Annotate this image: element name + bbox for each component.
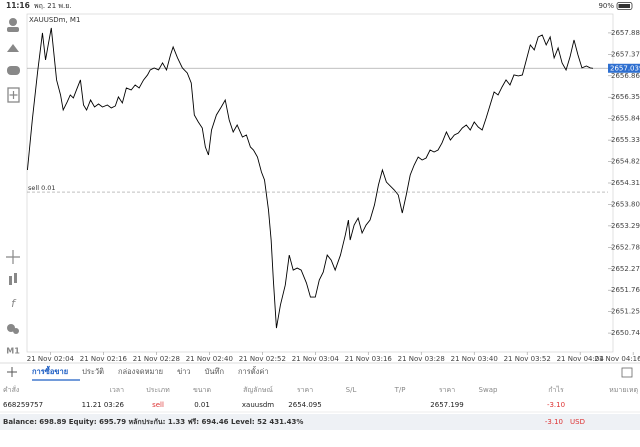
tab[interactable]: ข่าว bbox=[177, 367, 191, 376]
objects-icon-2 bbox=[13, 328, 19, 334]
x-tick-label: 21 Nov 03:52 bbox=[504, 355, 551, 363]
plus bbox=[9, 91, 18, 99]
y-tick-label: 2651.250 bbox=[611, 308, 640, 316]
column-header: T/P bbox=[394, 386, 406, 394]
table-cell: 668259757 bbox=[3, 401, 43, 409]
x-tick-label: 21 Nov 03:28 bbox=[398, 355, 445, 363]
x-tick-label: 21 Nov 02:28 bbox=[133, 355, 180, 363]
x-tick-label: 21 Nov 02:40 bbox=[186, 355, 233, 363]
order-label: sell 0.01 bbox=[28, 184, 56, 192]
x-tick-label: 21 Nov 03:16 bbox=[345, 355, 393, 363]
y-tick-label: 2654.310 bbox=[611, 179, 640, 187]
indicator-icon[interactable]: f bbox=[11, 297, 17, 310]
objects-icon[interactable] bbox=[7, 324, 15, 332]
battery-level bbox=[618, 4, 630, 8]
x-tick-label: 21 Nov 04:16 bbox=[594, 355, 640, 363]
column-header: ราคา bbox=[297, 386, 313, 394]
footer-bg bbox=[0, 414, 640, 430]
price-tag bbox=[608, 63, 640, 73]
crosshair-icon[interactable] bbox=[6, 250, 20, 264]
account-icon-body bbox=[7, 27, 19, 32]
x-tick-label: 21 Nov 02:52 bbox=[239, 355, 286, 363]
y-tick-label: 2655.330 bbox=[611, 136, 640, 144]
x-tick-label: 21 Nov 02:16 bbox=[80, 355, 128, 363]
new-order-icon[interactable] bbox=[7, 87, 20, 103]
candles-icon[interactable] bbox=[9, 276, 12, 285]
total-profit: -3.10 bbox=[545, 418, 563, 426]
price-tag-label: 2657.039 bbox=[610, 64, 640, 72]
chat-icon[interactable] bbox=[7, 66, 20, 75]
y-tick-label: 2653.800 bbox=[611, 200, 640, 208]
column-header: คำสั่ง bbox=[3, 385, 19, 394]
column-header: กำไร bbox=[548, 385, 564, 394]
symbol-title: XAUUSDm, M1 bbox=[29, 16, 80, 24]
y-tick-label: 2657.370 bbox=[611, 50, 640, 58]
table-cell: xauusdm bbox=[242, 401, 274, 409]
table-cell: 0.01 bbox=[194, 401, 210, 409]
column-header: สัญลักษณ์ bbox=[243, 386, 273, 394]
trade-icon[interactable] bbox=[7, 44, 19, 52]
y-tick-label: 2654.820 bbox=[611, 158, 640, 166]
clock: 11:16 bbox=[6, 1, 30, 10]
settings-icon[interactable] bbox=[621, 367, 633, 378]
column-header: ขนาด bbox=[193, 386, 211, 394]
y-tick-label: 2651.760 bbox=[611, 286, 640, 294]
y-tick-label: 2657.880 bbox=[611, 29, 640, 37]
price-line-series bbox=[26, 27, 594, 329]
column-header: เวลา bbox=[109, 386, 124, 394]
add-tab-icon[interactable] bbox=[7, 367, 17, 377]
tab[interactable]: การซื้อขาย bbox=[32, 365, 68, 376]
y-tick-label: 2652.270 bbox=[611, 265, 640, 273]
table-cell: 2654.095 bbox=[288, 401, 321, 409]
currency: USD bbox=[570, 418, 585, 426]
tab[interactable]: บันทึก bbox=[205, 367, 224, 376]
x-tick-label: 21 Nov 02:04 bbox=[27, 355, 75, 363]
tab[interactable]: การตั้งค่า bbox=[238, 366, 269, 376]
battery-text: 90% bbox=[598, 2, 614, 10]
column-header: ราคา bbox=[439, 386, 455, 394]
account-summary: Balance: 698.89 Equity: 695.79 หลักประกั… bbox=[3, 418, 303, 426]
date: พฤ. 21 พ.ย. bbox=[34, 2, 72, 10]
table-cell: sell bbox=[152, 401, 164, 409]
y-tick-label: 2650.740 bbox=[611, 329, 640, 337]
battery-icon bbox=[616, 2, 633, 10]
account-icon[interactable] bbox=[9, 18, 17, 26]
column-header: S/L bbox=[346, 386, 357, 394]
y-tick-label: 2656.860 bbox=[611, 72, 640, 80]
y-tick-label: 2652.780 bbox=[611, 243, 640, 251]
chart: XAUUSDm, M1 2657.880 2657.370 2656.860 2656.… bbox=[26, 13, 640, 363]
column-header: ประเภท bbox=[146, 386, 170, 394]
x-tick-label: 21 Nov 03:40 bbox=[451, 355, 498, 363]
table-cell: -3.10 bbox=[547, 401, 565, 409]
column-header: Swap bbox=[479, 386, 498, 394]
tab[interactable]: ประวัติ bbox=[82, 367, 104, 376]
y-tick-label: 2656.350 bbox=[611, 93, 640, 101]
candles-icon-2 bbox=[14, 273, 17, 283]
x-tick-label: 21 Nov 03:04 bbox=[292, 355, 340, 363]
y-tick-label: 2653.290 bbox=[611, 222, 640, 230]
plot-frame bbox=[26, 13, 614, 353]
y-tick-label: 2655.840 bbox=[611, 115, 640, 123]
x-tick-label: 21 Nov 04:04 bbox=[557, 355, 605, 363]
table-cell: 11.21 03:26 bbox=[82, 401, 125, 409]
left-toolbar: f bbox=[6, 18, 20, 334]
table-cell: 2657.199 bbox=[430, 401, 463, 409]
column-header: หมายเหตุ bbox=[609, 386, 638, 394]
timeframe-button[interactable]: M1 bbox=[6, 347, 20, 356]
positions-table: คำสั่ง เวลา ประเภท ขนาด สัญลักษณ์ ราคา S/L T/P ร… bbox=[0, 385, 640, 413]
tab[interactable]: กล่องจดหมาย bbox=[118, 367, 163, 376]
tab-bar: การซื้อขาย ประวัติ กล่องจดหมาย ข่าว บันทึก กา… bbox=[32, 365, 269, 381]
